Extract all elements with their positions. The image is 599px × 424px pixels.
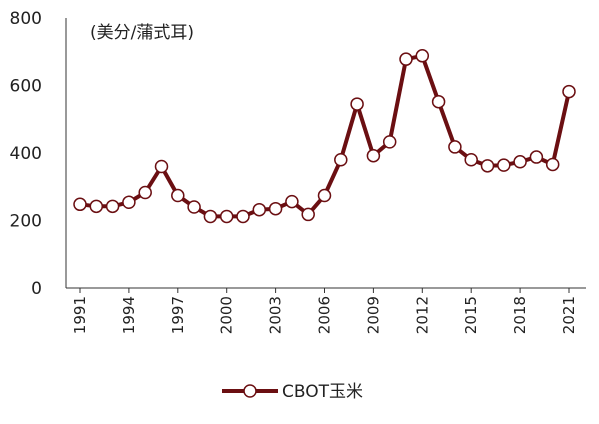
data-point <box>138 185 152 200</box>
x-tick-label: 1997 <box>169 296 187 334</box>
data-point <box>105 199 120 214</box>
y-tick-label: 0 <box>31 279 42 299</box>
x-axis: 1991 1994 1997 2000 2003 2006 2009 2012 2015 2018… <box>66 287 586 334</box>
data-point <box>464 153 478 167</box>
legend: CBOT玉米 <box>222 382 363 402</box>
data-point <box>171 188 185 203</box>
data-point <box>497 158 511 172</box>
legend-swatch-marker <box>243 384 257 398</box>
data-point <box>187 200 201 214</box>
data-point <box>122 195 136 210</box>
data-point <box>334 153 348 167</box>
x-tick-label: 2003 <box>267 296 285 334</box>
x-tick-label: 1994 <box>120 296 138 334</box>
data-point <box>219 209 234 224</box>
data-point <box>562 84 576 99</box>
data-point <box>529 150 544 164</box>
x-tick-label: 2012 <box>413 296 431 334</box>
x-tick-label: 2018 <box>511 296 529 334</box>
data-point <box>480 159 495 173</box>
x-tick-label: 1991 <box>71 296 89 334</box>
data-point <box>203 209 218 224</box>
data-point <box>399 52 413 66</box>
x-tick-label: 2021 <box>560 296 578 334</box>
data-point <box>513 155 527 169</box>
data-point <box>73 197 87 212</box>
data-point <box>350 97 364 111</box>
data-point <box>268 201 283 216</box>
x-tick-label: 2006 <box>316 296 334 334</box>
data-point <box>382 135 397 149</box>
data-point <box>154 159 169 174</box>
y-tick-label: 400 <box>10 144 42 164</box>
x-tick-label: 2009 <box>364 296 382 334</box>
y-tick-label: 600 <box>10 77 42 97</box>
data-point <box>89 199 104 214</box>
data-point <box>366 148 381 163</box>
data-point <box>252 202 267 217</box>
data-point <box>415 49 430 63</box>
data-point <box>285 194 299 209</box>
data-point <box>545 157 560 172</box>
y-tick-label: 200 <box>10 212 42 232</box>
data-point <box>431 94 446 109</box>
x-tick-label: 2000 <box>218 296 236 334</box>
data-point <box>317 188 332 203</box>
data-point <box>448 140 462 154</box>
legend-label: CBOT玉米 <box>282 382 363 402</box>
x-tick-label: 2015 <box>462 296 480 334</box>
y-tick-label: 800 <box>10 9 42 29</box>
y-axis: 0 200 400 600 800 <box>10 9 67 299</box>
data-point <box>301 207 315 222</box>
unit-label: (美分/蒲式耳) <box>90 23 194 43</box>
series-layer <box>73 49 576 224</box>
data-point <box>236 209 250 224</box>
